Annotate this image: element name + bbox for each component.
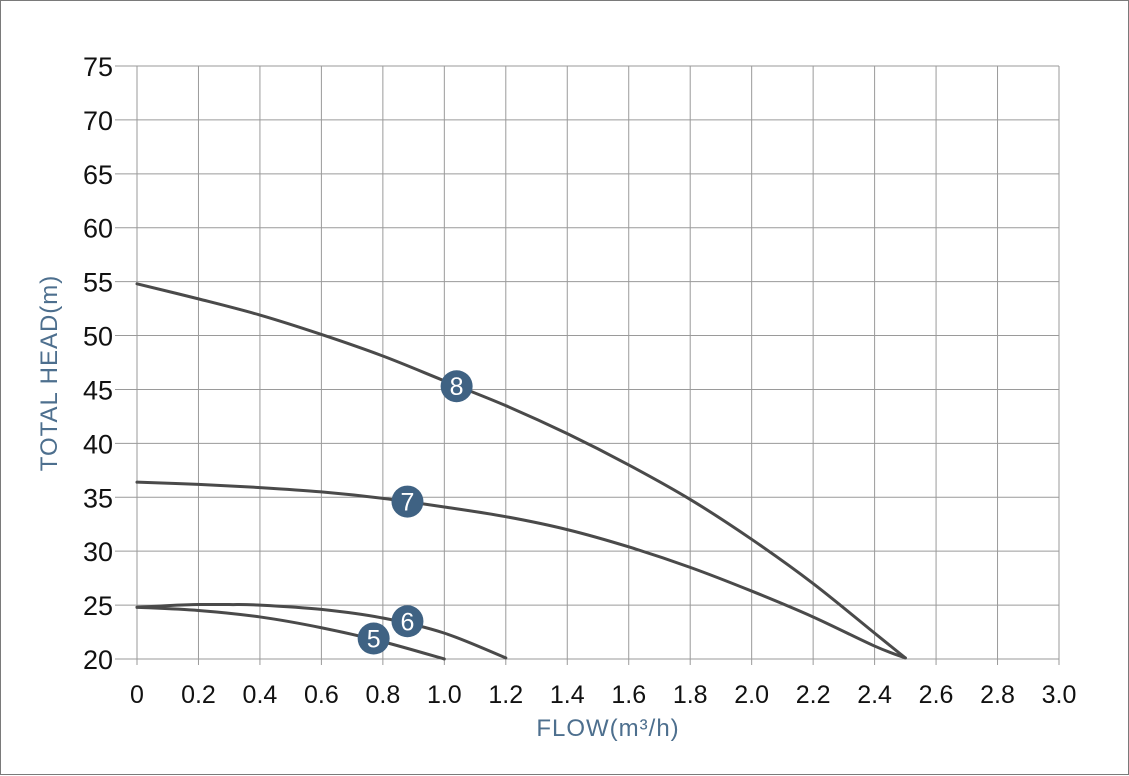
x-axis-title: FLOW(m³/h) xyxy=(536,715,679,742)
x-tick-label: 1.0 xyxy=(427,681,462,709)
y-tick-label: 35 xyxy=(83,483,113,513)
curve-label-text: 6 xyxy=(401,608,415,636)
performance-curves xyxy=(135,282,907,661)
x-tick-label: 0 xyxy=(130,681,144,709)
y-tick-label: 70 xyxy=(83,106,113,136)
x-tick-label: 2.2 xyxy=(796,681,831,709)
curve-label-badge xyxy=(391,605,424,638)
curve-labels: 56 7 8 xyxy=(357,370,473,655)
curve-label-text: 7 xyxy=(401,489,415,517)
curve-label-text: 5 xyxy=(367,626,381,654)
x-tick-label: 2.0 xyxy=(734,681,769,709)
x-tick-label: 0.2 xyxy=(181,681,216,709)
y-tick-labels: 20 25 30 35 40 45 50 55 60 65 70 75 xyxy=(83,52,113,675)
grid-lines xyxy=(115,65,1060,665)
curve-6 xyxy=(135,602,508,660)
y-tick-label: 25 xyxy=(83,591,113,621)
curve-label-5: 5 xyxy=(357,622,390,655)
x-tick-label: 2.6 xyxy=(919,681,954,709)
x-tick-label: 2.4 xyxy=(857,681,892,709)
x-tick-label: 1.6 xyxy=(611,681,646,709)
x-tick-label: 1.8 xyxy=(673,681,708,709)
curve-8 xyxy=(135,282,907,660)
y-tick-label: 45 xyxy=(83,375,113,405)
y-tick-label: 50 xyxy=(83,322,113,352)
x-tick-label: 2.8 xyxy=(980,681,1015,709)
curve-label-badge xyxy=(357,622,390,655)
x-tick-labels: 0 0.2 0.4 0.6 0.8 1.0 1.2 1.4 1.6 1.8 2.0 2.2 2.4 2.6… xyxy=(130,681,1076,709)
x-tick-label: 3.0 xyxy=(1042,681,1077,709)
y-tick-label: 55 xyxy=(83,268,113,298)
y-tick-label: 30 xyxy=(83,537,113,567)
x-tick-label: 1.2 xyxy=(488,681,523,709)
curve-7 xyxy=(135,480,907,660)
y-tick-label: 60 xyxy=(83,214,113,244)
y-tick-label: 75 xyxy=(83,52,113,82)
y-tick-label: 65 xyxy=(83,160,113,190)
x-tick-label: 0.4 xyxy=(243,681,278,709)
x-tick-label: 1.4 xyxy=(550,681,585,709)
y-tick-label: 20 xyxy=(83,645,113,675)
curve-label-7: 7 xyxy=(391,485,424,518)
curve-label-text: 8 xyxy=(450,373,464,401)
y-tick-label: 40 xyxy=(83,429,113,459)
curve-label-8: 8 xyxy=(440,370,473,403)
x-tick-label: 0.6 xyxy=(304,681,339,709)
curve-label-badge xyxy=(391,485,424,518)
curve-label-6: 6 xyxy=(391,605,424,638)
x-tick-label: 0.8 xyxy=(365,681,400,709)
y-axis-title: TOTAL HEAD(m) xyxy=(36,275,63,472)
curve-label-badge xyxy=(440,370,473,403)
